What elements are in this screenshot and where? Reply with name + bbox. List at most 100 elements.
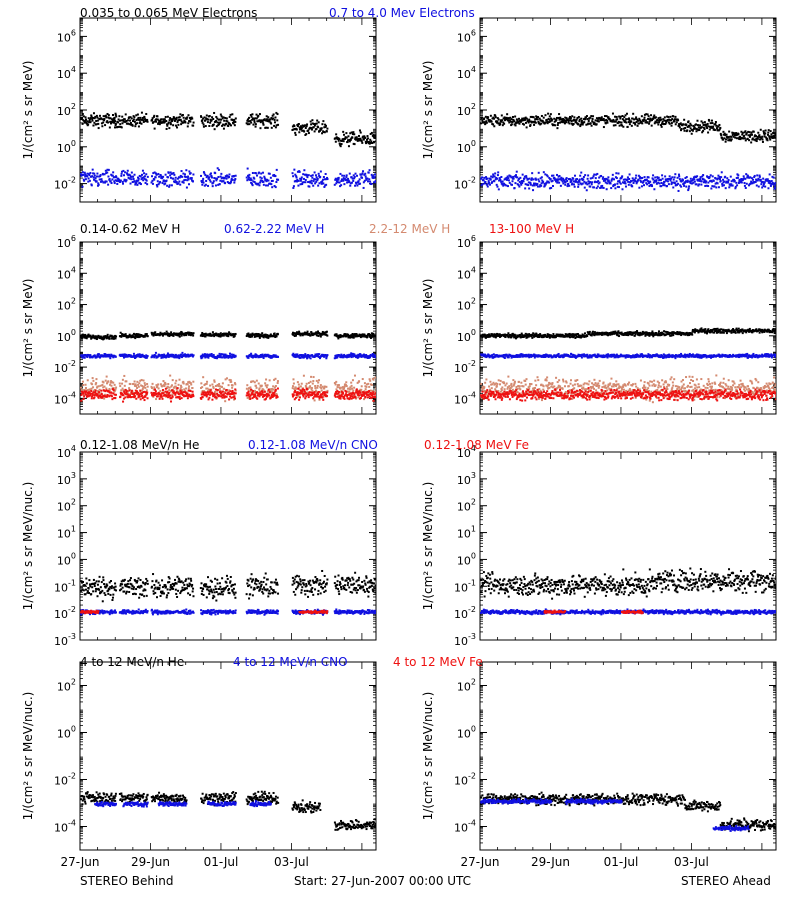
data-point <box>625 122 627 124</box>
data-point <box>314 385 316 387</box>
data-point <box>684 130 686 132</box>
y-tick-exponent: 4 <box>71 65 76 74</box>
data-point <box>106 376 108 378</box>
data-point <box>615 172 617 174</box>
data-point <box>692 130 694 132</box>
data-point <box>80 400 82 402</box>
data-point <box>362 172 364 174</box>
data-point <box>339 173 341 175</box>
data-point <box>252 390 254 392</box>
data-point <box>737 133 739 135</box>
data-point <box>219 388 221 390</box>
data-point <box>591 181 593 183</box>
data-point <box>234 121 236 123</box>
data-point <box>313 376 315 378</box>
data-point <box>743 175 745 177</box>
data-point <box>321 127 323 129</box>
data-point <box>183 182 185 184</box>
data-point <box>702 122 704 124</box>
data-point <box>599 182 601 184</box>
data-point <box>233 122 235 124</box>
data-point <box>220 114 222 116</box>
data-point <box>754 175 756 177</box>
data-point <box>136 381 138 383</box>
data-point <box>168 172 170 174</box>
data-point <box>322 120 324 122</box>
data-point <box>614 187 616 189</box>
data-point <box>305 127 307 129</box>
data-point <box>353 133 355 135</box>
data-point <box>568 120 570 122</box>
data-point <box>611 121 613 123</box>
data-point <box>628 121 630 123</box>
data-point <box>722 179 724 181</box>
data-point <box>350 382 352 384</box>
data-point <box>635 175 637 177</box>
data-point <box>226 396 228 398</box>
data-point <box>686 176 688 178</box>
data-point <box>156 115 158 117</box>
data-point <box>343 134 345 136</box>
data-point <box>82 384 84 386</box>
data-point <box>326 391 328 393</box>
data-point <box>132 176 134 178</box>
data-point <box>167 176 169 178</box>
data-point <box>105 388 107 390</box>
data-point <box>656 179 658 181</box>
data-point <box>756 185 758 187</box>
data-point <box>255 126 257 128</box>
data-point <box>90 121 92 123</box>
data-point <box>89 180 91 182</box>
data-point <box>138 119 140 121</box>
data-point <box>230 124 232 126</box>
data-point <box>251 113 253 115</box>
data-point <box>84 172 86 174</box>
data-point <box>759 176 761 178</box>
data-point <box>159 390 161 392</box>
data-point <box>274 175 276 177</box>
data-point <box>193 122 195 124</box>
data-point <box>756 140 758 142</box>
y-tick-label: 104 <box>57 265 76 281</box>
data-point <box>296 387 298 389</box>
data-point <box>345 132 347 134</box>
data-point <box>229 353 231 355</box>
data-point <box>232 179 234 181</box>
data-point <box>615 124 617 126</box>
data-point <box>192 381 194 383</box>
data-point <box>498 118 500 120</box>
data-point <box>767 132 769 134</box>
data-point <box>618 172 620 174</box>
data-point <box>508 179 510 181</box>
data-point <box>506 113 508 115</box>
y-tick-label: 106 <box>57 234 76 250</box>
data-point <box>93 122 95 124</box>
data-point <box>303 389 305 391</box>
data-point <box>660 185 662 187</box>
data-point <box>192 395 194 397</box>
data-point <box>337 386 339 388</box>
data-point <box>679 178 681 180</box>
data-point <box>511 180 513 182</box>
data-point <box>311 394 313 396</box>
data-point <box>276 169 278 171</box>
data-point <box>81 337 83 339</box>
data-point <box>771 180 773 182</box>
data-point <box>556 182 558 184</box>
data-point <box>146 183 148 185</box>
data-point <box>103 381 105 383</box>
data-point <box>761 181 763 183</box>
data-point <box>354 185 356 187</box>
data-point <box>550 187 552 189</box>
data-point <box>503 123 505 125</box>
data-point <box>343 183 345 185</box>
data-point <box>88 177 90 179</box>
data-point <box>708 120 710 122</box>
data-point <box>272 180 274 182</box>
data-point <box>312 397 314 399</box>
data-point <box>603 126 605 128</box>
data-point <box>99 389 101 391</box>
data-point <box>486 178 488 180</box>
data-point <box>606 120 608 122</box>
data-point <box>227 125 229 127</box>
